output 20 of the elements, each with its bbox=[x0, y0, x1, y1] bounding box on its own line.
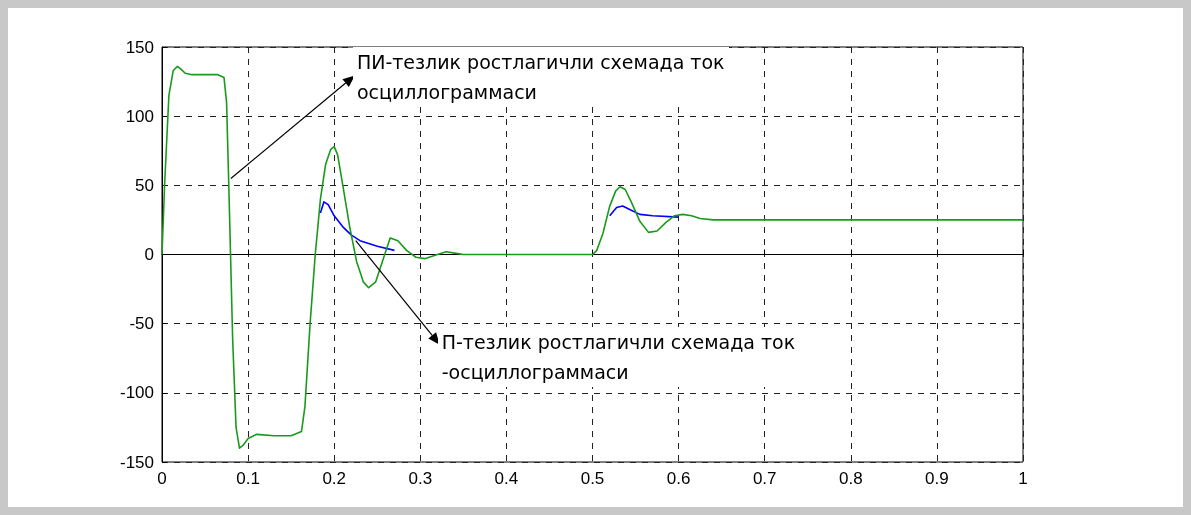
x-tick-label: 0.2 bbox=[322, 469, 347, 488]
annotation: ПИ-тезлик ростлагичли схемада ток осциллограммаси bbox=[352, 47, 729, 108]
x-tick-label: 0.1 bbox=[236, 469, 260, 488]
x-tick-label: 0.6 bbox=[666, 469, 691, 488]
x-tick-label: 1 bbox=[1018, 469, 1028, 488]
x-tick-label: 0.8 bbox=[838, 469, 863, 488]
y-tick-label: -100 bbox=[119, 383, 154, 403]
y-tick-label: -50 bbox=[129, 314, 154, 334]
y-tick-label: 0 bbox=[144, 245, 154, 264]
y-tick-label: 50 bbox=[135, 175, 154, 195]
x-tick-label: 0.7 bbox=[752, 469, 777, 488]
y-tick-label: 150 bbox=[125, 37, 154, 57]
y-tick-label: -150 bbox=[119, 452, 154, 472]
x-tick-label: 0.9 bbox=[925, 469, 949, 488]
y-tick-label: 100 bbox=[125, 106, 154, 126]
annotation: П-тезлик ростлагичли схемада ток -осциллограммаси bbox=[437, 326, 800, 387]
x-tick-label: 0.4 bbox=[494, 469, 519, 488]
x-tick-label: 0 bbox=[157, 469, 167, 488]
x-tick-label: 0.5 bbox=[580, 469, 605, 488]
x-tick-label: 0.3 bbox=[408, 469, 433, 488]
